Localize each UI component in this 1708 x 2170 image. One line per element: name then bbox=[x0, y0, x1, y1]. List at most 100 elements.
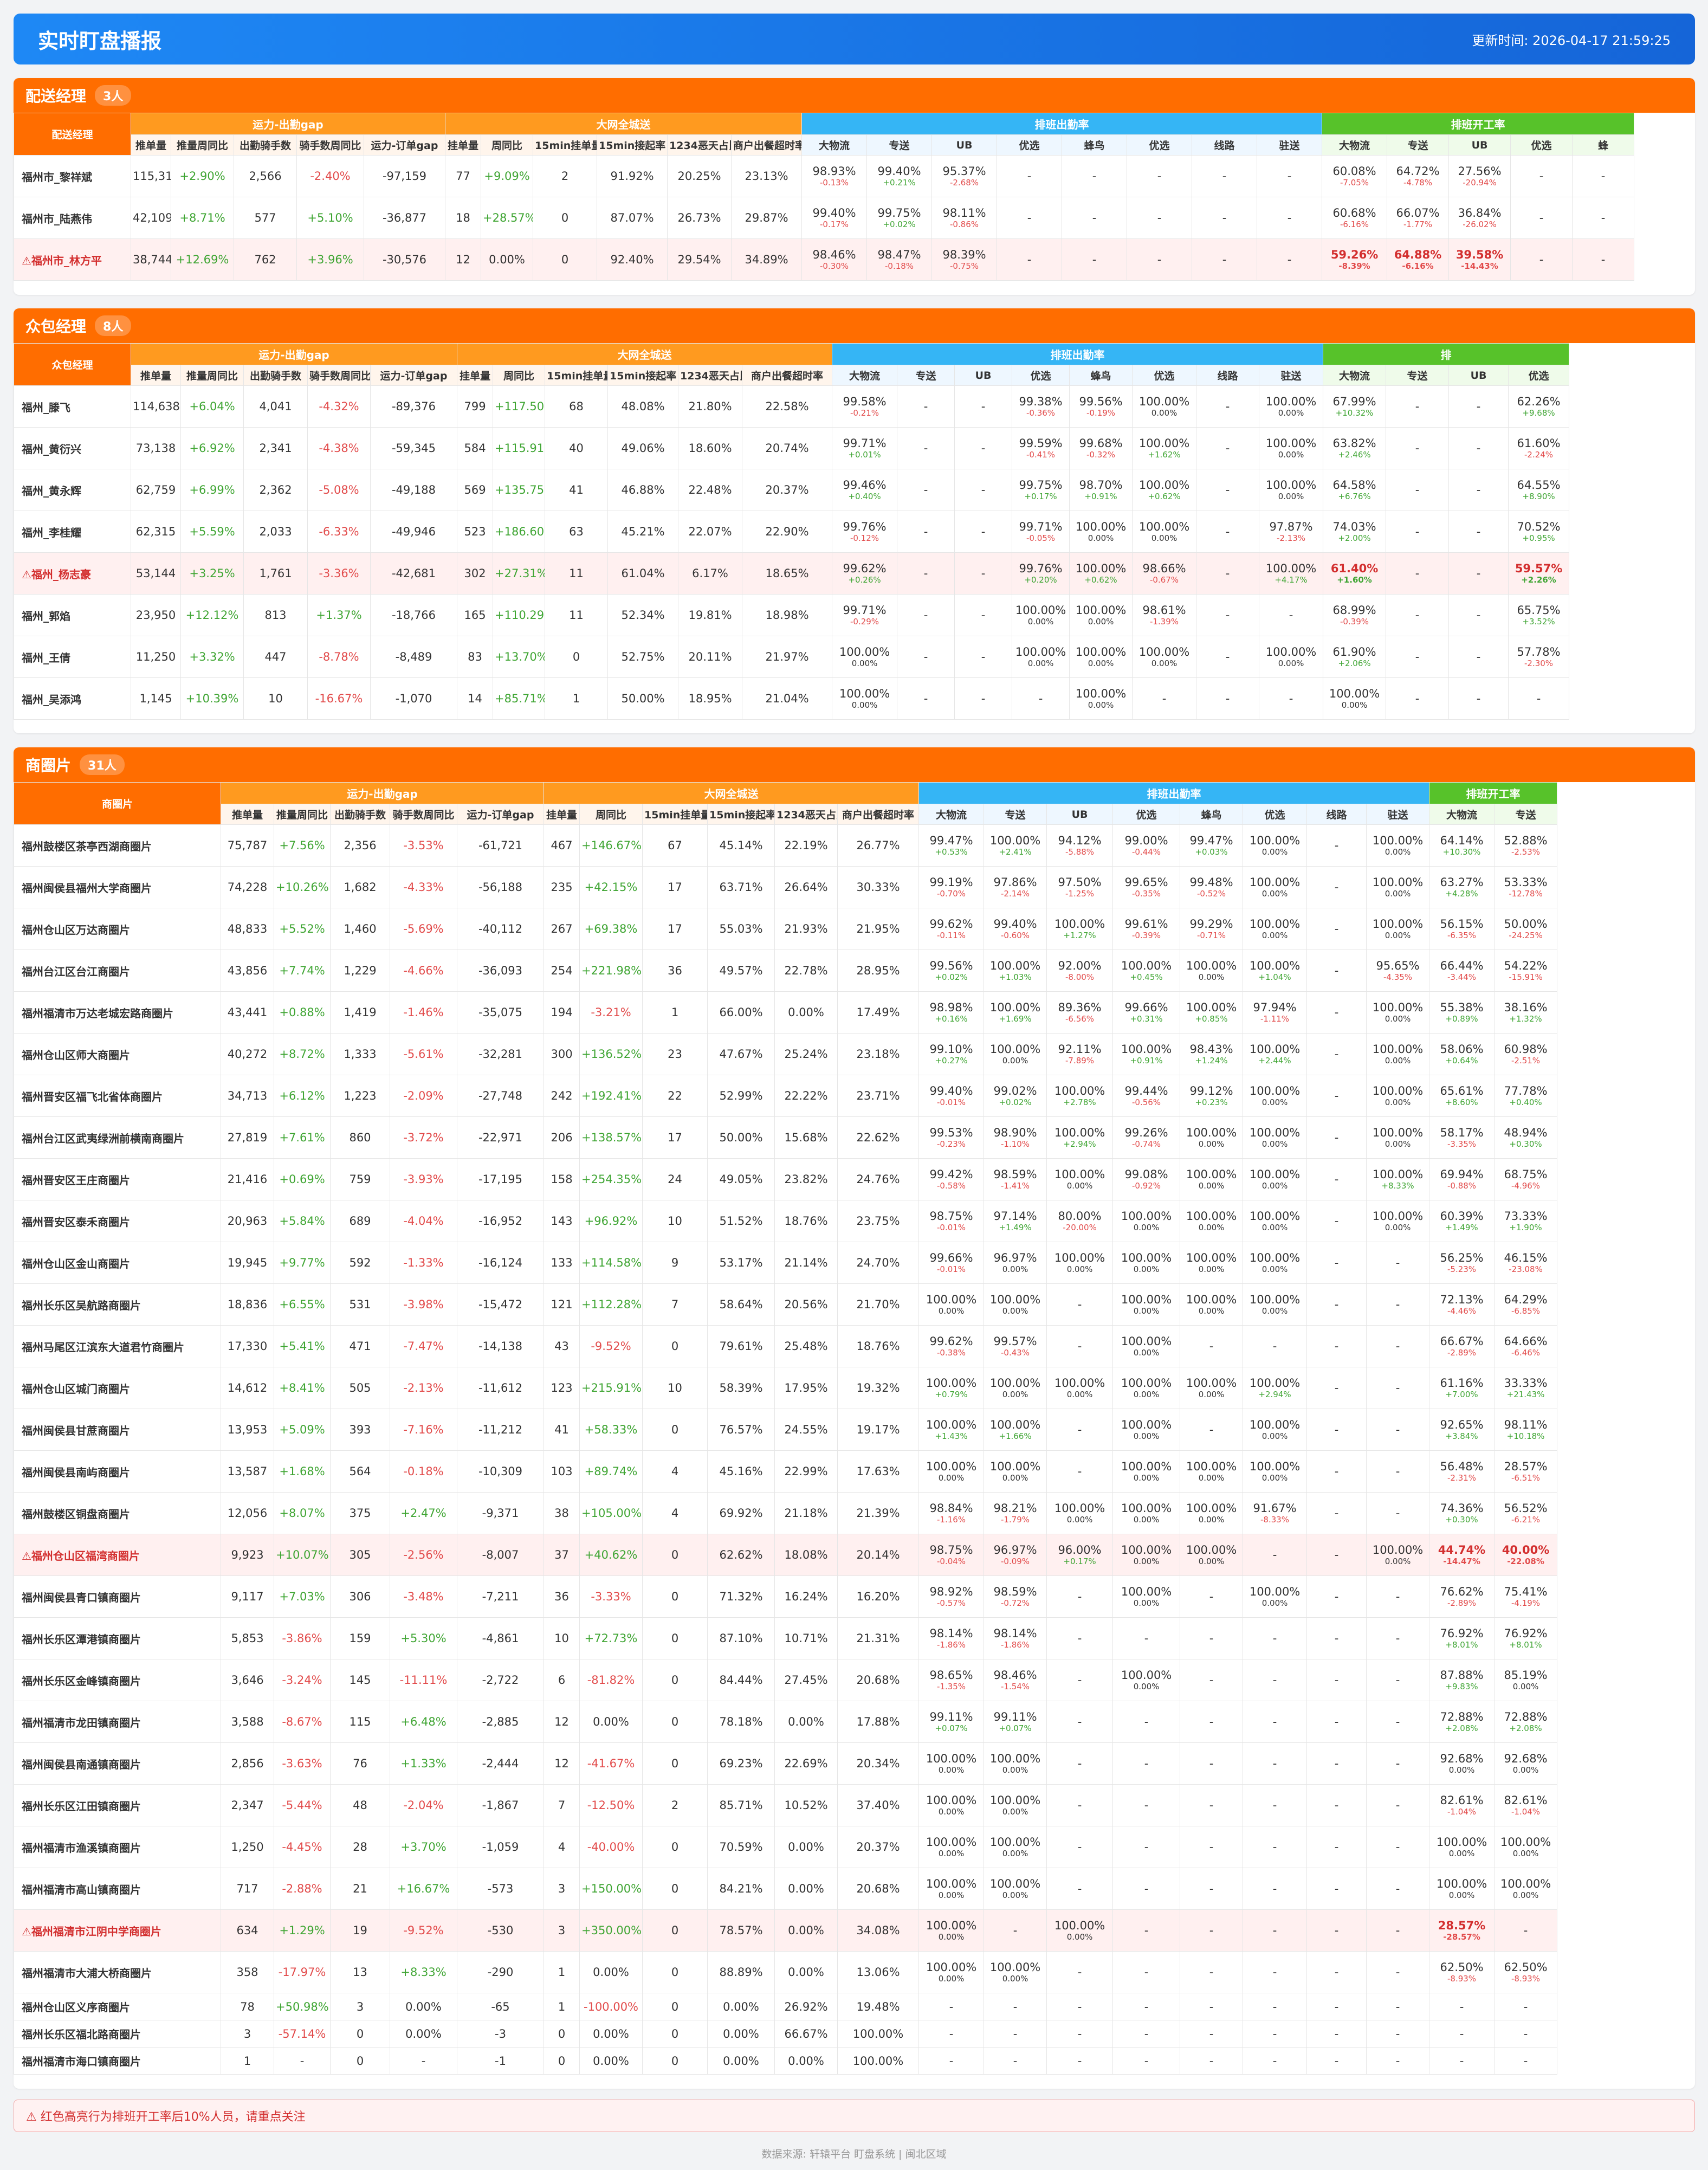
rate-change: -1.04% bbox=[1447, 1807, 1477, 1817]
table-row[interactable]: 福州台江区台江商圈片 43,856 +7.74% 1,229 -4.66% -36,093… bbox=[14, 950, 1590, 992]
table-row-warning[interactable]: ⚠福州福清市江阴中学商圈片 634 +1.29% 19 -9.52% -530 3 +350.… bbox=[14, 1909, 1590, 1952]
table-row[interactable]: 福州鼓楼区茶亭西湖商圈片 75,787 +7.56% 2,356 -3.53% -61,7… bbox=[14, 824, 1590, 867]
cell-gap: -56,188 bbox=[456, 866, 545, 908]
rate-change: 0.00% bbox=[1278, 492, 1304, 501]
table-row[interactable]: 福州长乐区吴航路商圈片 18,836 +6.55% 531 -3.98% -15,472 1… bbox=[14, 1283, 1590, 1326]
cell-guadan: 523 bbox=[457, 511, 494, 553]
rate-value: 100.00% bbox=[926, 1377, 977, 1390]
table-row[interactable]: 福州_吴添鸿 1,145 +10.39% 10 -16.67% -1,070 14 +85.7… bbox=[14, 677, 1570, 720]
rate-value: - bbox=[1476, 525, 1481, 538]
table-row[interactable]: 福州_黄衍兴 73,138 +6.92% 2,341 -4.38% -59,345 584 +… bbox=[14, 427, 1570, 469]
table-row[interactable]: 福州长乐区福北路商圈片 3 -57.14% 0 0.00% -3 0 0.00% 0 0.00% 6… bbox=[14, 2020, 1590, 2048]
rate-value: - bbox=[1287, 253, 1292, 266]
table-row[interactable]: 福州市_黎祥斌115,316+2.90%2,566-2.40%-97,15977… bbox=[14, 155, 1635, 197]
cell-open-rate: 55.38% +0.89% bbox=[1429, 991, 1495, 1034]
cell-riders: 1,761 bbox=[243, 552, 308, 595]
rate-change: +1.90% bbox=[1509, 1223, 1542, 1232]
cell-attendance: 100.00% 0.00% bbox=[1243, 1242, 1308, 1284]
table-row[interactable]: 福州市_陆燕伟 42,109 +8.71% 577 +5.10% -36,877 18 +28… bbox=[14, 197, 1635, 239]
col-header: 推单量 bbox=[131, 134, 171, 156]
table-row[interactable]: 福州仓山区师大商圈片 40,272 +8.72% 1,333 -5.61% -32,281… bbox=[14, 1033, 1590, 1075]
col-header: 线路 bbox=[1306, 804, 1367, 825]
rate-change: 0.00% bbox=[1002, 1264, 1028, 1274]
cell-weather: 25.48% bbox=[774, 1325, 838, 1367]
table-row[interactable]: 福州仓山区金山商圈片 19,945 +9.77% 592 -1.33% -16,124 13… bbox=[14, 1242, 1590, 1284]
table-row-warning[interactable]: ⚠福州仓山区福湾商圈片 9,923 +10.07% 305 -2.56% -8,007 37… bbox=[14, 1534, 1590, 1576]
cell-riders_wow: 0.00% bbox=[390, 2020, 457, 2048]
table-row[interactable]: 福州_滕飞 114,638 +6.04% 4,041 -4.32% -89,376 799 +… bbox=[14, 385, 1570, 428]
rate-value: - bbox=[1395, 1882, 1400, 1895]
rate-change: 0.00% bbox=[1384, 931, 1411, 940]
rate-change: +1.49% bbox=[999, 1223, 1032, 1232]
table-row-warning[interactable]: ⚠福州市_林方平 38,744 +12.69% 762 +3.96% -30,576 12 0… bbox=[14, 238, 1635, 281]
table-row[interactable]: 福州_郭焰 23,950 +12.12% 813 +1.37% -18,766 165 +11… bbox=[14, 594, 1570, 636]
rate-change: 0.00% bbox=[1261, 1264, 1288, 1274]
rate-change: -1.41% bbox=[1001, 1181, 1030, 1191]
section-table-wrap[interactable]: 商圈片 运力-出勤gap 大网全城送 排班出勤率 排班开工率 推单量 推量周同比 出勤骑手数骑… bbox=[14, 782, 1695, 2075]
rate-value: - bbox=[923, 483, 928, 496]
rate-change: -0.38% bbox=[937, 1348, 966, 1358]
table-row[interactable]: 福州仓山区城门商圈片 14,612 +8.41% 505 -2.13% -11,612 12… bbox=[14, 1367, 1590, 1409]
table-row[interactable]: 福州闽侯县南屿商圈片 13,587 +1.68% 564 -0.18% -10,309 10… bbox=[14, 1450, 1590, 1493]
table-row[interactable]: 福州仓山区义序商圈片 78 +50.98% 3 0.00% -65 1 -100.00% 0 0.… bbox=[14, 1993, 1590, 2020]
table-row[interactable]: 福州福清市龙田镇商圈片 3,588 -8.67% 115 +6.48% -2,885 12 0… bbox=[14, 1701, 1590, 1743]
table-row[interactable]: 福州长乐区江田镇商圈片 2,347 -5.44% 48 -2.04% -1,867 7 -12… bbox=[14, 1784, 1590, 1826]
table-row[interactable]: 福州_黄永辉 62,759 +6.99% 2,362 -5.08% -49,188 569 +… bbox=[14, 469, 1570, 511]
cell-guadan: 38 bbox=[544, 1492, 580, 1534]
table-row[interactable]: 福州晋安区福飞北省体商圈片 34,713 +6.12% 1,223 -2.09% -27,… bbox=[14, 1075, 1590, 1117]
table-row[interactable]: 福州仓山区万达商圈片 48,833 +5.52% 1,460 -5.69% -40,112… bbox=[14, 908, 1590, 950]
rate-change: +1.60% bbox=[1337, 575, 1372, 585]
cell-tuidan: 13,587 bbox=[221, 1450, 274, 1493]
rate-change: 0.00% bbox=[1133, 1431, 1160, 1441]
table-row[interactable]: 福州福清市大浦大桥商圈片 358 -17.97% 13 +8.33% -290 1 0.00%… bbox=[14, 1951, 1590, 1993]
table-row[interactable]: 福州闽侯县青口镇商圈片 9,117 +7.03% 306 -3.48% -7,211 36-… bbox=[14, 1575, 1590, 1618]
rate-value: - bbox=[949, 2054, 954, 2068]
col-header: 骑手数周同比 bbox=[390, 804, 457, 825]
cell-attendance: 100.00% 0.00% bbox=[984, 1784, 1047, 1826]
cell-tuidan_wow: +6.12% bbox=[274, 1075, 331, 1117]
table-row[interactable]: 福州福清市高山镇商圈片 717 -2.88% 21 +16.67% -573 3 +150.0… bbox=[14, 1868, 1590, 1910]
rate-value: 97.87% bbox=[1269, 520, 1313, 533]
table-row[interactable]: 福州长乐区潭港镇商圈片 5,853 -3.86% 159 +5.30% -4,861 10 +… bbox=[14, 1617, 1590, 1659]
table-row[interactable]: 福州闽侯县福州大学商圈片 74,228 +10.26% 1,682 -4.33% -56,… bbox=[14, 866, 1590, 908]
cell-attendance: - bbox=[1046, 1826, 1114, 1868]
rate-change: +0.02% bbox=[999, 1097, 1032, 1107]
table-row[interactable]: 福州_李桂耀 62,315 +5.59% 2,033 -6.33% -49,946 523 +… bbox=[14, 511, 1570, 553]
table-row[interactable]: 福州福清市海口镇商圈片 1-0- -1 0 0.00% 0 0.00% 0.00% 100.00… bbox=[14, 2047, 1590, 2075]
rate-value: 99.44% bbox=[1124, 1084, 1168, 1097]
cell-attendance: 100.00% 0.00% bbox=[984, 1367, 1047, 1409]
cell-attendance: 100.00% 0.00% bbox=[1243, 1575, 1308, 1618]
cell-attendance: - bbox=[1366, 1659, 1430, 1701]
cell-r15: 92.40% bbox=[597, 238, 668, 281]
table-row[interactable]: 福州鼓楼区铜盘商圈片 12,056 +8.07% 375 +2.47% -9,371 38 +… bbox=[14, 1492, 1590, 1534]
cell-open-rate: - bbox=[1386, 594, 1450, 636]
table-row[interactable]: 福州闽侯县甘蔗商圈片 13,953 +5.09% 393 -7.16% -11,212 41… bbox=[14, 1409, 1590, 1451]
cell-attendance: 97.86% -2.14% bbox=[984, 866, 1047, 908]
cell-open-rate: 72.88% +2.08% bbox=[1429, 1701, 1495, 1743]
table-row[interactable]: 福州晋安区泰禾商圈片 20,963 +5.84% 689 -4.04% -16,952 14… bbox=[14, 1200, 1590, 1242]
table-row[interactable]: 福州台江区武夷绿洲前横南商圈片 27,819 +7.61% 860 -3.72% -22,… bbox=[14, 1116, 1590, 1159]
cell-riders: 447 bbox=[243, 636, 308, 678]
rate-change: +21.43% bbox=[1506, 1390, 1545, 1399]
section-table-wrap[interactable]: 众包经理 运力-出勤gap 大网全城送 排班出勤率排推单量 推量周同比 出勤骑手数 骑手数周… bbox=[14, 343, 1695, 720]
table-row[interactable]: 福州闽侯县南通镇商圈片 2,856 -3.63% 76 +1.33% -2,444 12 -4… bbox=[14, 1742, 1590, 1785]
cell-tuidan: 1,145 bbox=[131, 677, 181, 720]
table-row[interactable]: 福州马尾区江滨东大道君竹商圈片 17,330 +5.41% 471 -7.47% -14,… bbox=[14, 1325, 1590, 1367]
col-header: 驻送 bbox=[1259, 365, 1324, 386]
cell-guadan: 6 bbox=[544, 1659, 580, 1701]
rate-value: 69.94% bbox=[1440, 1168, 1484, 1181]
rate-value: - bbox=[1334, 1256, 1339, 1269]
table-row[interactable]: 福州福清市渔溪镇商圈片 1,250 -4.45% 28 +3.70% -1,059 4 -40… bbox=[14, 1826, 1590, 1868]
cell-riders_wow: -9.52% bbox=[390, 1909, 457, 1952]
section-table-wrap[interactable]: 配送经理 运力-出勤gap 大网全城送 排班出勤率 排班开工率 推单量 推量周同比 出勤骑手数… bbox=[14, 113, 1695, 281]
table-row[interactable]: 福州_王倩 11,250 +3.32% 447 -8.78% -8,489 83 +13.70… bbox=[14, 636, 1570, 678]
table-row[interactable]: 福州长乐区金峰镇商圈片 3,646 -3.24% 145 -11.11% -2,722 6-… bbox=[14, 1659, 1590, 1701]
table-row-warning[interactable]: ⚠福州_杨志豪 53,144 +3.25% 1,761 -3.36% -42,681 302… bbox=[14, 552, 1570, 595]
rate-change: -1.16% bbox=[937, 1515, 966, 1525]
table-row[interactable]: 福州福清市万达老城宏路商圈片 43,441 +0.88% 1,419 -1.46% -35… bbox=[14, 991, 1590, 1034]
cell-g15: 10 bbox=[642, 1367, 708, 1409]
cell-timeout: 23.13% bbox=[731, 155, 803, 197]
cell-tuidan_wow: +10.26% bbox=[274, 866, 331, 908]
rate-value: - bbox=[1272, 1924, 1277, 1937]
table-row[interactable]: 福州晋安区王庄商圈片 21,416 +0.69% 759 -3.93% -17,195 15… bbox=[14, 1158, 1590, 1200]
